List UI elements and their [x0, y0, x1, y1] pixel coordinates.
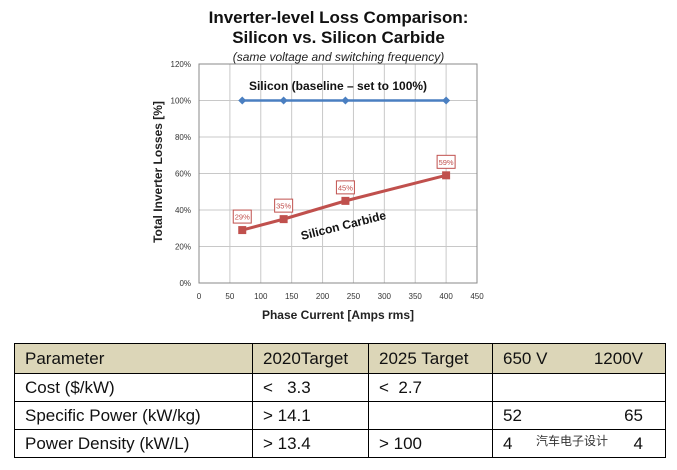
x-tick-label: 350 — [409, 292, 423, 301]
data-label: 29% — [235, 213, 250, 222]
sic-series-line — [241, 173, 447, 232]
header-2020: 2020Target — [252, 343, 369, 374]
sic-series-label: Silicon Carbide — [299, 208, 387, 243]
x-tick-label: 100 — [254, 292, 268, 301]
cell-2020: > 14.1 — [252, 401, 369, 430]
y-axis-label: Total Inverter Losses [%] — [151, 101, 165, 243]
silicon-point — [442, 96, 451, 105]
cell-2025: > 100 — [368, 429, 493, 458]
table-row: Power Density (kW/L) > 13.4 > 100 4 4 — [14, 429, 666, 458]
table-row: Cost ($/kW) < 3.3 < 2.7 — [14, 373, 666, 402]
x-tick-label: 50 — [225, 292, 234, 301]
x-tick-label: 400 — [439, 292, 453, 301]
y-tick-label: 60% — [175, 170, 191, 179]
data-label-box — [335, 180, 355, 195]
sic-point — [341, 196, 350, 205]
x-tick-label: 300 — [378, 292, 392, 301]
x-tick-labels: 0 50 100 150 200 250 300 350 400 450 — [197, 292, 484, 301]
silicon-series-label: Silicon (baseline – set to 100%) — [249, 79, 427, 93]
cell-param: Power Density (kW/L) — [14, 429, 253, 458]
cell-2025 — [368, 401, 493, 430]
chart-title: Inverter-level Loss Comparison: — [208, 8, 469, 27]
cell-2025: < 2.7 — [368, 373, 493, 402]
data-label: 59% — [439, 158, 454, 167]
y-tick-label: 120% — [171, 60, 191, 69]
cell-param: Cost ($/kW) — [14, 373, 253, 402]
y-tick-label: 100% — [171, 97, 191, 106]
data-label-box — [436, 154, 456, 169]
plot-frame — [198, 63, 478, 284]
header-1200v: 1200V — [593, 348, 643, 368]
cell-1200v: 4 — [633, 433, 643, 453]
data-label: 45% — [338, 183, 353, 192]
x-tick-label: 150 — [285, 292, 299, 301]
chart-annotations: 29% 35% 45% 59% Silicon (baseline – set to 1… — [232, 79, 456, 243]
x-axis-label: Phase Current [Amps rms] — [262, 308, 414, 322]
cell-1200v: 65 — [624, 405, 643, 425]
x-tick-label: 250 — [347, 292, 361, 301]
y-tick-label: 20% — [175, 243, 191, 252]
x-tick-label: 0 — [197, 292, 202, 301]
cell-650v: 52 — [503, 405, 522, 425]
sic-point — [238, 226, 247, 235]
sic-point — [279, 215, 288, 224]
chart-subtitle: (same voltage and switching frequency) — [232, 50, 445, 64]
cell-2020: < 3.3 — [252, 373, 369, 402]
chart-series — [238, 96, 451, 235]
data-label: 35% — [276, 202, 291, 211]
header-2025: 2025 Target — [368, 343, 493, 374]
spec-table: Parameter 2020Target 2025 Target 650 V 1… — [14, 343, 666, 458]
y-tick-label: 0% — [179, 279, 191, 288]
cell-voltage — [492, 373, 666, 402]
cell-2020: > 13.4 — [252, 429, 369, 458]
data-label-box — [274, 198, 294, 213]
chart-grid — [198, 63, 478, 284]
x-tick-label: 200 — [316, 292, 330, 301]
y-tick-labels: 0% 20% 40% 60% 80% 100% 120% — [171, 60, 191, 288]
header-parameter: Parameter — [14, 343, 253, 374]
cell-param: Specific Power (kW/kg) — [14, 401, 253, 430]
silicon-point — [341, 96, 350, 105]
y-tick-label: 40% — [175, 206, 191, 215]
cell-voltage: 52 65 — [492, 401, 666, 430]
header-650v: 650 V — [503, 348, 548, 368]
table-header-row: Parameter 2020Target 2025 Target 650 V 1… — [14, 343, 666, 374]
loss-chart: 0% 20% 40% 60% 80% 100% 120% 0 50 100 150 200 250 30… — [151, 60, 484, 322]
silicon-point — [238, 96, 247, 105]
sic-point — [442, 171, 451, 180]
chart-title-line2: Silicon vs. Silicon Carbide — [232, 28, 445, 47]
data-label-box — [232, 209, 252, 224]
silicon-point — [279, 96, 288, 105]
watermark: 汽车电子设计 — [530, 430, 615, 451]
y-tick-label: 80% — [175, 133, 191, 142]
header-voltage: 650 V 1200V — [492, 343, 666, 374]
cell-650v: 4 — [503, 433, 513, 453]
table-row: Specific Power (kW/kg) > 14.1 52 65 — [14, 401, 666, 430]
x-tick-label: 450 — [470, 292, 484, 301]
